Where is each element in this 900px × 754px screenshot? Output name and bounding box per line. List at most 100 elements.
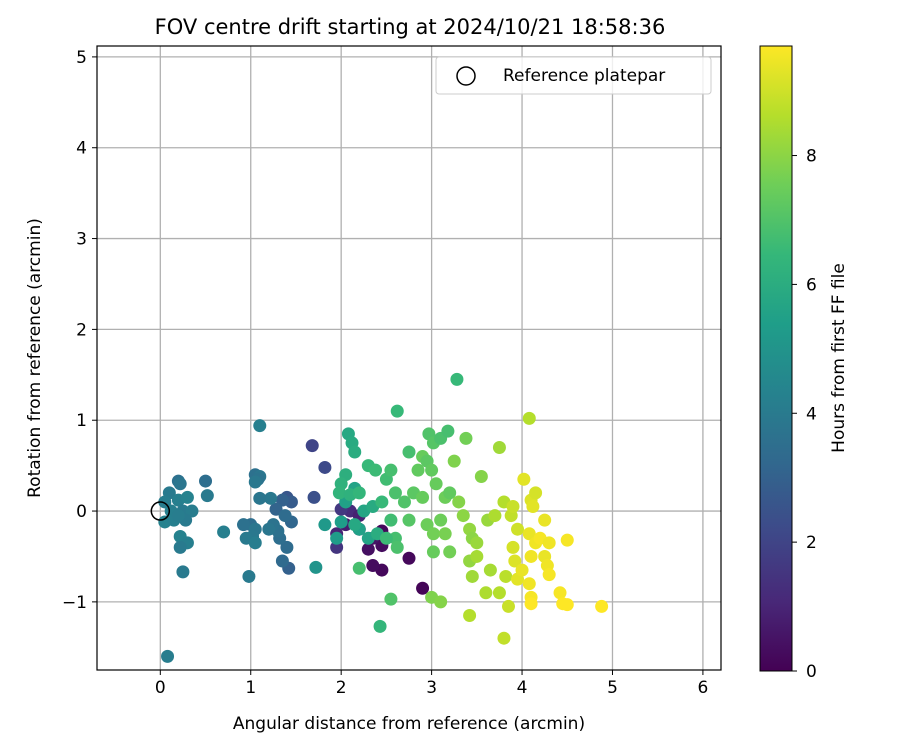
data-point: [553, 586, 567, 600]
data-point: [542, 568, 556, 582]
colorbar-gradient: [759, 45, 793, 672]
data-point: [492, 586, 506, 600]
data-point: [275, 554, 289, 568]
data-point: [526, 500, 540, 514]
data-point: [443, 545, 457, 559]
data-point: [390, 404, 404, 418]
data-point: [483, 563, 497, 577]
data-point: [522, 411, 536, 425]
data-point: [506, 500, 520, 514]
x-tick-label: 2: [336, 678, 347, 698]
colorbar-tick-label: 6: [806, 275, 817, 295]
y-tick-label: −1: [62, 593, 87, 613]
data-point: [248, 536, 262, 550]
data-point: [369, 463, 383, 477]
data-point: [426, 545, 440, 559]
data-point: [330, 540, 344, 554]
legend: Reference platepar: [435, 56, 712, 95]
data-point: [199, 474, 213, 488]
data-point: [373, 619, 387, 633]
data-point: [465, 569, 479, 583]
y-tick-label: 5: [76, 48, 87, 68]
data-point: [443, 486, 457, 500]
data-point: [492, 440, 506, 454]
data-point: [305, 439, 319, 453]
data-point: [508, 554, 522, 568]
data-point: [420, 518, 434, 532]
data-point: [348, 518, 362, 532]
data-point: [524, 597, 538, 611]
data-point: [452, 495, 466, 509]
colorbar-tick-label: 0: [806, 662, 817, 682]
data-point: [459, 431, 473, 445]
colorbar-ticks: 0 2 4 6 8: [792, 147, 817, 682]
data-point: [185, 504, 199, 518]
x-tick-label: 5: [607, 678, 618, 698]
data-point: [334, 515, 348, 529]
plot-frame: [96, 45, 722, 671]
x-tick-label: 0: [155, 678, 166, 698]
data-point: [397, 495, 411, 509]
data-point: [522, 577, 536, 591]
data-point: [307, 490, 321, 504]
data-point: [416, 490, 430, 504]
data-point: [384, 513, 398, 527]
data-point: [506, 540, 520, 554]
data-point: [434, 513, 448, 527]
reference-layer: [150, 501, 171, 521]
data-point: [384, 463, 398, 477]
data-point: [529, 486, 543, 500]
data-point: [517, 472, 531, 486]
data-point: [429, 477, 443, 491]
data-point: [425, 463, 439, 477]
data-point: [200, 489, 214, 503]
data-point: [180, 490, 194, 504]
data-point: [416, 581, 430, 595]
y-ticks: −1 0 1 2 3 4 5: [62, 48, 97, 613]
data-point: [426, 527, 440, 541]
data-point: [450, 372, 464, 386]
data-point: [501, 599, 515, 613]
data-point: [479, 586, 493, 600]
data-point: [463, 609, 477, 623]
data-point: [280, 540, 294, 554]
data-point: [278, 509, 292, 523]
data-point: [253, 419, 267, 433]
data-point: [173, 540, 187, 554]
data-point: [434, 595, 448, 609]
colorbar-tick-label: 4: [806, 404, 817, 424]
y-tick-label: 0: [76, 502, 87, 522]
data-point: [497, 631, 511, 645]
data-point: [269, 502, 283, 516]
data-point: [411, 463, 425, 477]
y-tick-label: 1: [76, 411, 87, 431]
data-point: [511, 522, 525, 536]
data-point: [237, 518, 251, 532]
colorbar-tick-label: 2: [806, 533, 817, 553]
data-point: [474, 470, 488, 484]
x-tick-label: 6: [697, 678, 708, 698]
x-tick-label: 3: [426, 678, 437, 698]
x-tick-label: 1: [245, 678, 256, 698]
data-point: [309, 560, 323, 574]
data-point: [366, 559, 380, 573]
data-point: [560, 533, 574, 547]
colorbar-tick-label: 8: [806, 147, 817, 167]
data-point: [470, 549, 484, 563]
legend-marker-reference: [456, 66, 476, 86]
x-ticks: 0 1 2 3 4 5 6: [155, 670, 708, 698]
data-point: [456, 509, 470, 523]
data-point: [173, 477, 187, 491]
data-point: [379, 531, 393, 545]
legend-box: [435, 56, 712, 95]
data-point: [538, 513, 552, 527]
data-point: [441, 424, 455, 438]
data-point: [542, 536, 556, 550]
data-point: [595, 599, 609, 613]
legend-label-reference: Reference platepar: [503, 66, 665, 86]
colorbar: 0 2 4 6 8 Hours from first FF file: [759, 45, 849, 682]
data-point: [522, 527, 536, 541]
y-tick-label: 4: [76, 139, 87, 159]
data-point: [515, 563, 529, 577]
